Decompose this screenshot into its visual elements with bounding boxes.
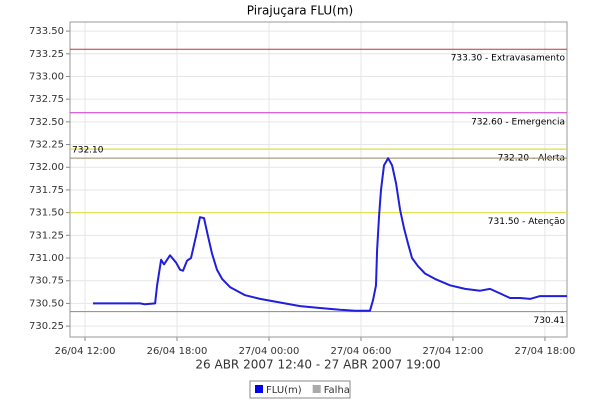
x-tick-label: 27/04 18:00 [515, 346, 576, 357]
plot-area [70, 22, 567, 337]
x-tick-label: 26/04 12:00 [55, 346, 116, 357]
threshold-label: 732.10 [72, 146, 104, 156]
y-tick-label: 733.25 [29, 49, 64, 60]
y-tick-label: 731.75 [29, 185, 64, 196]
threshold-label: 731.50 - Atenção [488, 217, 566, 227]
y-tick-label: 731.25 [29, 230, 64, 241]
y-tick-label: 730.50 [29, 298, 64, 309]
y-tick-label: 731.50 [29, 208, 64, 219]
legend-swatch [255, 385, 263, 393]
threshold-label: 733.30 - Extravasamento [451, 54, 566, 64]
y-tick-label: 733.50 [29, 26, 64, 37]
legend-label: Falha [324, 385, 350, 396]
x-axis-label: 26 ABR 2007 12:40 - 27 ABR 2007 19:00 [195, 358, 440, 372]
y-tick-label: 732.50 [29, 117, 64, 128]
plot-border [69, 21, 568, 338]
y-tick-label: 730.25 [29, 321, 64, 332]
x-tick-label: 27/04 06:00 [331, 346, 392, 357]
x-tick-label: 27/04 12:00 [423, 346, 484, 357]
data-line [93, 157, 567, 312]
y-tick-label: 732.25 [29, 140, 64, 151]
y-tick-label: 732.75 [29, 94, 64, 105]
y-tick-label: 730.75 [29, 276, 64, 287]
chart-title: Pirajuçara FLU(m) [247, 4, 353, 18]
legend-box [249, 380, 351, 399]
legend-swatch [312, 385, 321, 393]
threshold-label: 732.60 - Emergencia [471, 117, 565, 127]
threshold-label: 730.41 [534, 316, 566, 326]
y-tick-label: 731.00 [29, 253, 64, 264]
y-tick-label: 732.00 [29, 162, 64, 173]
x-tick-label: 26/04 18:00 [147, 346, 208, 357]
x-tick-label: 27/04 00:00 [239, 346, 300, 357]
y-tick-label: 733.00 [29, 71, 64, 82]
legend-label: FLU(m) [266, 385, 302, 396]
